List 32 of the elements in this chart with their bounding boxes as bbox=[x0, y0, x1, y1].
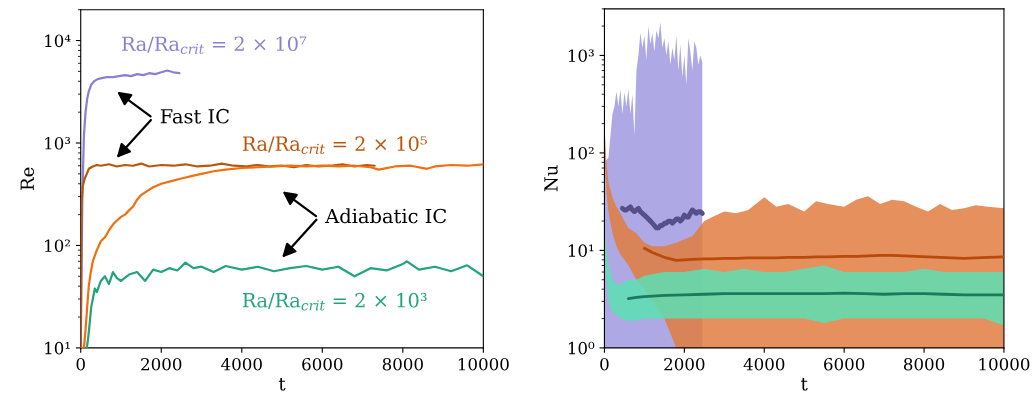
y-axis-title: Nu bbox=[544, 165, 558, 192]
x-axis-title: t bbox=[801, 377, 808, 391]
y-tick-label: 10³ bbox=[45, 136, 71, 150]
y-axis-title: Re bbox=[20, 167, 35, 190]
x-tick-label: 10000 bbox=[458, 357, 509, 371]
line-series bbox=[643, 246, 1004, 262]
y-tick-label: 10⁰ bbox=[568, 341, 595, 355]
x-tick-label: 0 bbox=[76, 357, 85, 371]
x-tick-label: 4000 bbox=[221, 357, 262, 371]
series-label: Ra/Ra$_{crit}$ = 2 × 10³ bbox=[242, 292, 427, 311]
annotation: Adiabatic IC bbox=[325, 208, 447, 224]
x-tick-label: 2000 bbox=[141, 357, 182, 371]
x-tick-label: 2000 bbox=[664, 357, 705, 371]
series-label: Ra/Ra$_{crit}$ = 2 × 10⁷ bbox=[122, 36, 307, 55]
y-tick-label: 10¹ bbox=[568, 244, 594, 257]
line-series bbox=[619, 204, 705, 231]
x-tick-label: 8000 bbox=[903, 357, 945, 371]
y-tick-label: 10² bbox=[568, 146, 594, 160]
x-tick-label: 4000 bbox=[743, 357, 785, 371]
y-tick-label: 10² bbox=[45, 239, 70, 253]
series-label: Ra/Ra$_{crit}$ = 2 × 10⁵ bbox=[242, 136, 427, 154]
y-tick-label: 10³ bbox=[568, 49, 594, 62]
x-tick-label: 10000 bbox=[979, 357, 1030, 371]
line-series bbox=[85, 260, 484, 348]
y-tick-label: 10⁴ bbox=[45, 34, 71, 48]
y-tick-label: 10¹ bbox=[45, 341, 70, 355]
annotation: Fast IC bbox=[160, 108, 229, 124]
x-tick-label: 6000 bbox=[824, 357, 865, 371]
x-tick-label: 0 bbox=[600, 357, 609, 371]
x-tick-label: 6000 bbox=[302, 357, 343, 371]
x-axis-title: t bbox=[278, 377, 286, 391]
x-tick-label: 8000 bbox=[382, 357, 423, 371]
